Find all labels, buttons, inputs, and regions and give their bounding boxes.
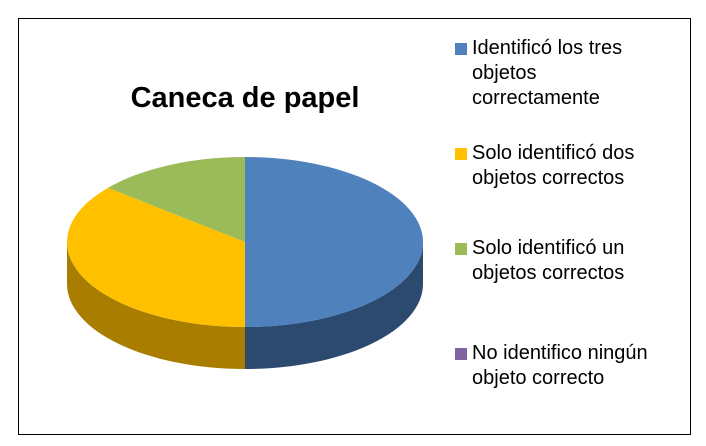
legend-entry: Identificó los tres objetos correctament… (455, 36, 651, 111)
legend-label: Solo identificó dos objetos correctos (472, 142, 635, 189)
legend-label: Identificó los tres objetos correctament… (472, 37, 623, 109)
legend-label: Solo identificó un objetos correctos (472, 237, 625, 284)
legend-swatch (455, 348, 467, 360)
legend-entry: Solo identificó un objetos correctos (455, 236, 651, 286)
legend-swatch (455, 148, 467, 160)
legend-entry: Solo identificó dos objetos correctos (455, 141, 651, 191)
pie-slice (107, 157, 245, 242)
chart-frame (18, 18, 691, 435)
legend-label: No identifico ningún objeto correcto (472, 342, 648, 389)
legend-swatch (455, 43, 467, 55)
pie-slice (67, 187, 245, 327)
pie-side (67, 242, 245, 369)
chart-title: Caneca de papel (131, 82, 360, 114)
pie-side (245, 242, 423, 369)
legend-swatch (455, 243, 467, 255)
legend-entry: No identifico ningún objeto correcto (455, 341, 651, 391)
pie-slice (245, 157, 423, 327)
